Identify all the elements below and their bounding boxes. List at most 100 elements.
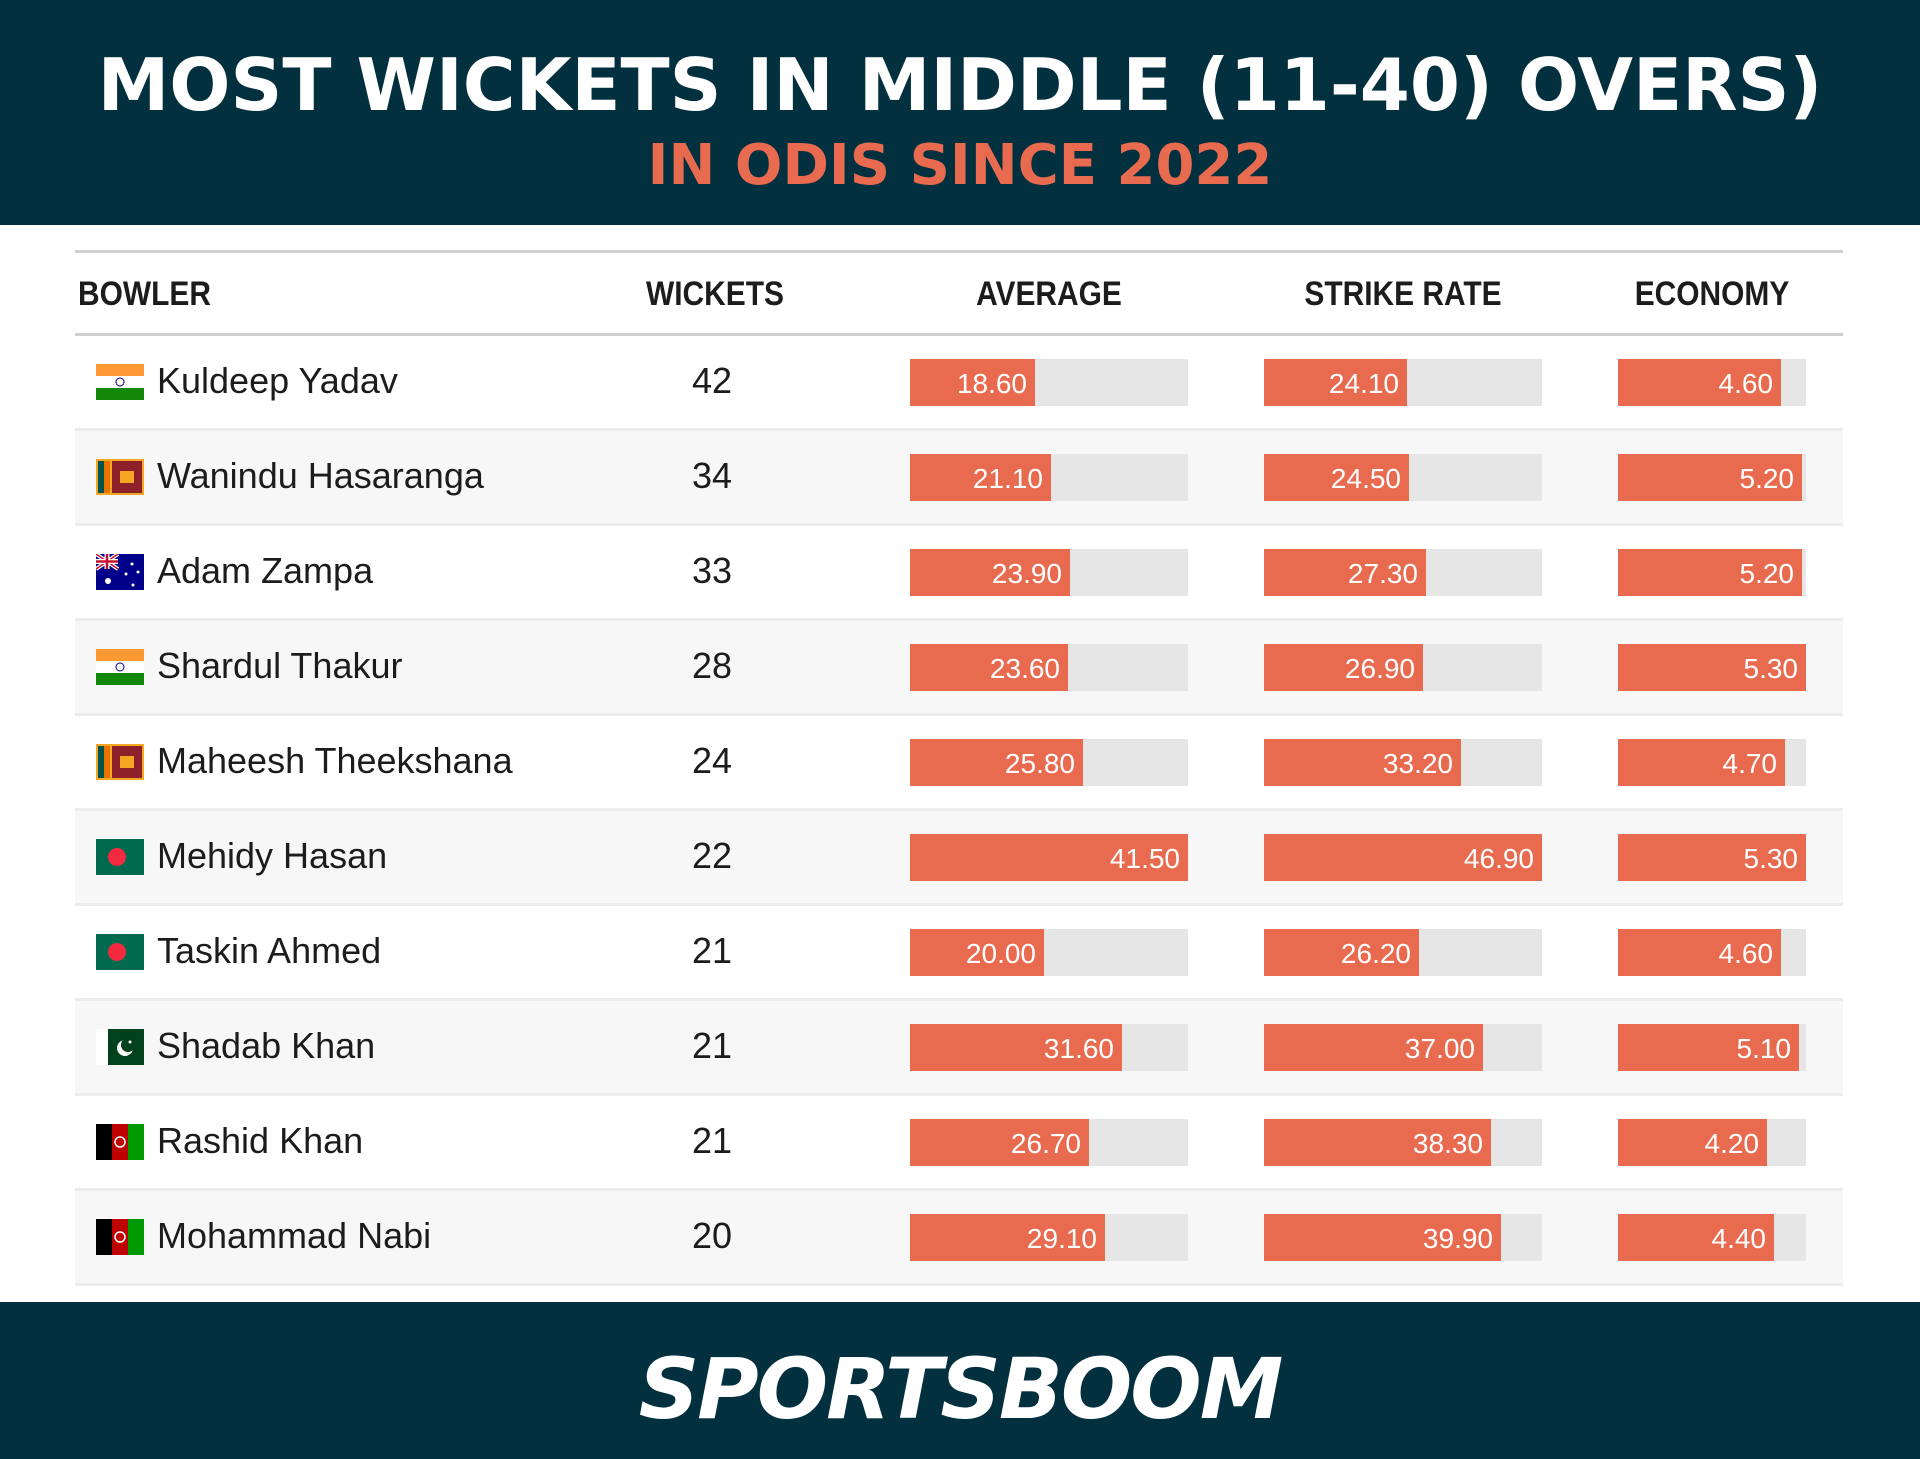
table-row: Wanindu Hasaranga 34 21.10 24.50 5.20 xyxy=(75,431,1843,526)
strike-rate-bar-track: 24.50 xyxy=(1264,454,1542,501)
table-row: Adam Zampa 33 23.90 27.30 5.20 xyxy=(75,526,1843,621)
table-row: Taskin Ahmed 21 20.00 26.20 4.60 xyxy=(75,906,1843,1001)
economy-bar-track: 5.20 xyxy=(1618,454,1806,501)
afghanistan-flag-icon xyxy=(96,1124,144,1160)
column-header-bowler: BOWLER xyxy=(78,275,211,313)
average-bar-value: 18.60 xyxy=(956,368,1027,399)
economy-bar-track: 4.20 xyxy=(1618,1119,1806,1166)
economy-bar-track: 5.10 xyxy=(1618,1024,1806,1071)
economy-bar-fill: 4.70 xyxy=(1618,739,1785,786)
economy-bar-fill: 4.60 xyxy=(1618,359,1781,406)
bowler-name: Shardul Thakur xyxy=(157,645,403,686)
average-bar-fill: 21.10 xyxy=(910,454,1051,501)
strike-rate-bar-track: 26.20 xyxy=(1264,929,1542,976)
strike-rate-bar-value: 26.90 xyxy=(1344,653,1415,684)
bowler-name: Adam Zampa xyxy=(157,550,374,591)
average-bar-track: 31.60 xyxy=(910,1024,1188,1071)
bangladesh-flag-icon xyxy=(96,839,144,875)
column-header-average: AVERAGE xyxy=(976,275,1122,313)
average-bar-track: 21.10 xyxy=(910,454,1188,501)
average-bar-value: 20.00 xyxy=(965,938,1036,969)
economy-bar-value: 4.40 xyxy=(1711,1223,1767,1254)
economy-bar-track: 4.60 xyxy=(1618,929,1806,976)
page-title: MOST WICKETS IN MIDDLE (11-40) OVERS) xyxy=(97,43,1823,127)
table-row: Mohammad Nabi 20 29.10 39.90 4.40 xyxy=(75,1191,1843,1286)
strike-rate-bar-track: 38.30 xyxy=(1264,1119,1542,1166)
average-bar-track: 23.90 xyxy=(910,549,1188,596)
strike-rate-bar-fill: 39.90 xyxy=(1264,1214,1501,1261)
page-subtitle: IN ODIS SINCE 2022 xyxy=(647,133,1273,198)
bowler-name: Kuldeep Yadav xyxy=(157,360,398,401)
average-bar-fill: 20.00 xyxy=(910,929,1044,976)
economy-bar-fill: 4.40 xyxy=(1618,1214,1774,1261)
strike-rate-bar-fill: 33.20 xyxy=(1264,739,1461,786)
column-header-wickets: WICKETS xyxy=(646,275,784,313)
bowler-name: Mehidy Hasan xyxy=(157,835,388,876)
economy-bar-value: 5.20 xyxy=(1739,558,1795,589)
bowler-name: Rashid Khan xyxy=(157,1120,364,1161)
table-row: Kuldeep Yadav 42 18.60 24.10 4.60 xyxy=(75,336,1843,431)
economy-bar-fill: 4.20 xyxy=(1618,1119,1767,1166)
average-bar-track: 29.10 xyxy=(910,1214,1188,1261)
wickets-value: 21 xyxy=(691,1025,733,1066)
india-flag-icon xyxy=(96,364,144,400)
strike-rate-bar-fill: 27.30 xyxy=(1264,549,1426,596)
economy-bar-track: 5.20 xyxy=(1618,549,1806,596)
stats-table: BOWLER WICKETS AVERAGE STRIKE RATE ECONO… xyxy=(75,250,1843,1286)
economy-bar-fill: 5.30 xyxy=(1618,834,1806,881)
bowler-name: Mohammad Nabi xyxy=(157,1215,432,1256)
wickets-value: 22 xyxy=(691,835,733,876)
table-row: Shadab Khan 21 31.60 37.00 5.10 xyxy=(75,1001,1843,1096)
table-header: BOWLER WICKETS AVERAGE STRIKE RATE ECONO… xyxy=(75,253,1843,336)
strike-rate-bar-value: 27.30 xyxy=(1347,558,1418,589)
strike-rate-bar-track: 26.90 xyxy=(1264,644,1542,691)
average-bar-track: 20.00 xyxy=(910,929,1188,976)
pakistan-flag-icon xyxy=(96,1029,144,1065)
australia-flag-icon xyxy=(96,554,144,590)
economy-bar-track: 4.40 xyxy=(1618,1214,1806,1261)
average-bar-fill: 18.60 xyxy=(910,359,1035,406)
average-bar-value: 23.60 xyxy=(989,653,1060,684)
economy-bar-fill: 5.20 xyxy=(1618,549,1802,596)
wickets-value: 21 xyxy=(691,1120,733,1161)
average-bar-track: 23.60 xyxy=(910,644,1188,691)
table-row: Rashid Khan 21 26.70 38.30 4.20 xyxy=(75,1096,1843,1191)
strike-rate-bar-value: 46.90 xyxy=(1463,843,1534,874)
economy-bar-value: 4.20 xyxy=(1704,1128,1760,1159)
average-bar-fill: 31.60 xyxy=(910,1024,1122,1071)
strike-rate-bar-value: 24.10 xyxy=(1328,368,1399,399)
table-row: Maheesh Theekshana 24 25.80 33.20 4.70 xyxy=(75,716,1843,811)
footer-banner: SPORTSBOOM xyxy=(0,1302,1920,1459)
afghanistan-flag-icon xyxy=(96,1219,144,1255)
average-bar-value: 25.80 xyxy=(1004,748,1075,779)
column-header-strike-rate: STRIKE RATE xyxy=(1304,275,1502,313)
table-body: Kuldeep Yadav 42 18.60 24.10 4.60 Wanindu Has… xyxy=(75,336,1843,1286)
economy-bar-track: 5.30 xyxy=(1618,834,1806,881)
strike-rate-bar-fill: 26.20 xyxy=(1264,929,1419,976)
average-bar-track: 25.80 xyxy=(910,739,1188,786)
strike-rate-bar-value: 33.20 xyxy=(1382,748,1453,779)
strike-rate-bar-fill: 24.50 xyxy=(1264,454,1409,501)
sri-lanka-flag-icon xyxy=(96,459,144,495)
average-bar-value: 31.60 xyxy=(1043,1033,1114,1064)
bowler-name: Wanindu Hasaranga xyxy=(157,455,484,496)
wickets-value: 28 xyxy=(691,645,733,686)
wickets-value: 20 xyxy=(691,1215,733,1256)
strike-rate-bar-track: 24.10 xyxy=(1264,359,1542,406)
strike-rate-bar-track: 33.20 xyxy=(1264,739,1542,786)
average-bar-value: 23.90 xyxy=(991,558,1062,589)
strike-rate-bar-track: 37.00 xyxy=(1264,1024,1542,1071)
economy-bar-value: 5.10 xyxy=(1736,1033,1792,1064)
economy-bar-value: 5.30 xyxy=(1743,653,1799,684)
strike-rate-bar-value: 37.00 xyxy=(1404,1033,1475,1064)
economy-bar-track: 4.60 xyxy=(1618,359,1806,406)
economy-bar-value: 5.30 xyxy=(1743,843,1799,874)
header-banner: MOST WICKETS IN MIDDLE (11-40) OVERS) IN… xyxy=(0,0,1920,225)
strike-rate-bar-track: 39.90 xyxy=(1264,1214,1542,1261)
column-header-economy: ECONOMY xyxy=(1634,275,1790,313)
india-flag-icon xyxy=(96,649,144,685)
average-bar-value: 21.10 xyxy=(972,463,1043,494)
economy-bar-value: 4.60 xyxy=(1718,938,1774,969)
economy-bar-value: 4.60 xyxy=(1718,368,1774,399)
table-row: Shardul Thakur 28 23.60 26.90 5.30 xyxy=(75,621,1843,716)
